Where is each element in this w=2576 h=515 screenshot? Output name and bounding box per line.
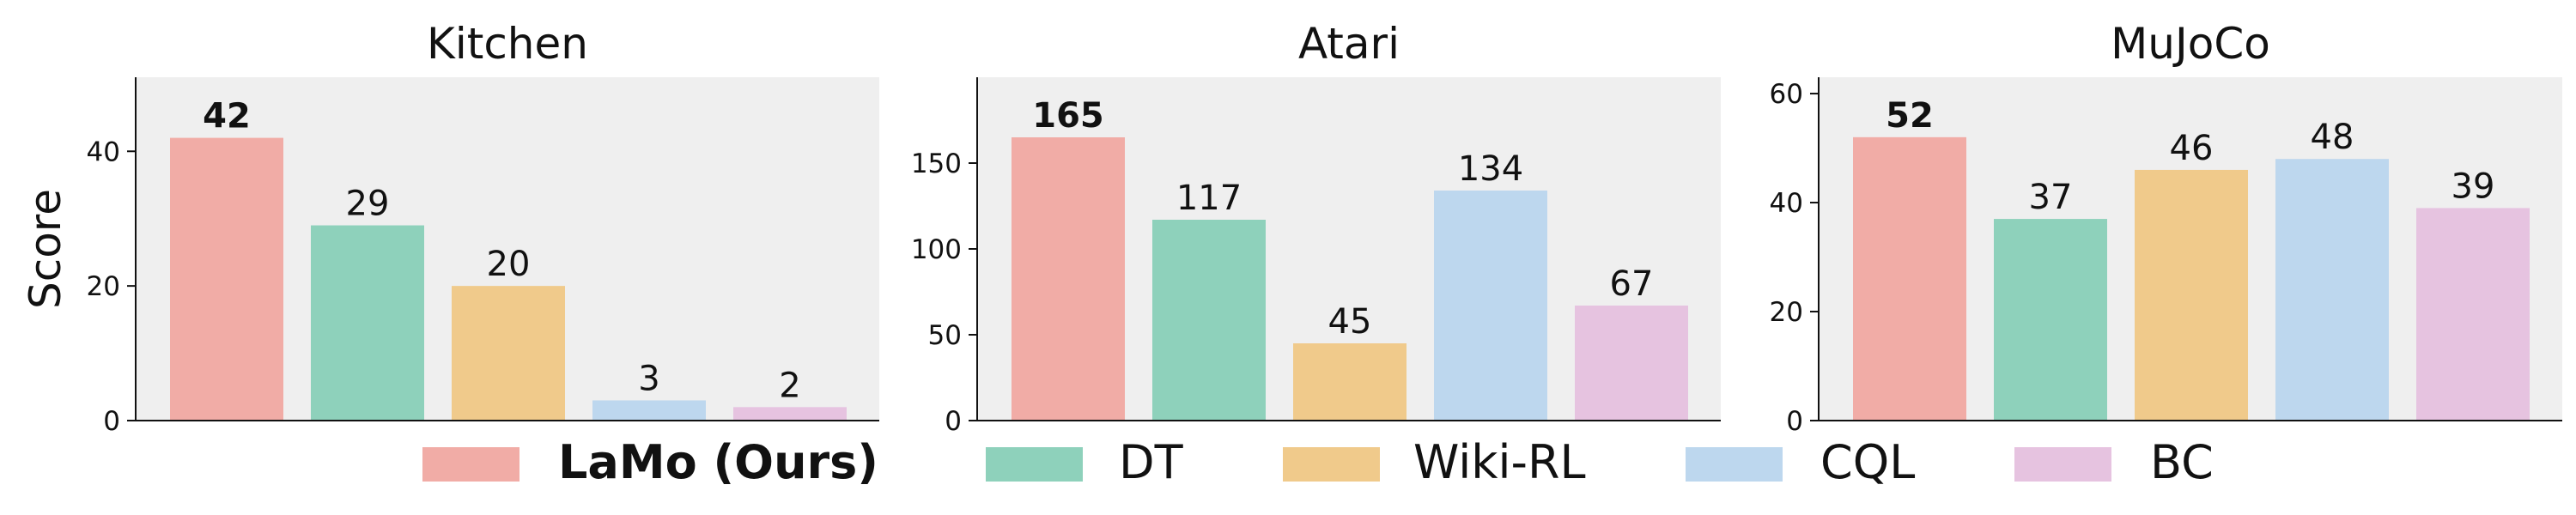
legend-swatch-0: [422, 447, 519, 482]
bar-1-3: [1434, 191, 1547, 421]
y-tick-label-1-0: 0: [945, 406, 962, 437]
data-label-1-4: 67: [1610, 264, 1654, 304]
bar-0-4: [733, 407, 847, 421]
y-tick-label-2-0: 0: [1786, 406, 1803, 437]
y-tick-label-1-2: 100: [911, 234, 962, 265]
bar-1-2: [1293, 343, 1406, 421]
data-label-2-0: 52: [1886, 96, 1934, 136]
y-tick-label-0-1: 20: [87, 271, 120, 302]
bar-1-0: [1012, 137, 1125, 421]
bar-2-0: [1853, 136, 1966, 421]
bar-0-1: [311, 225, 424, 421]
data-label-0-3: 3: [638, 359, 659, 398]
legend-swatch-2: [1283, 447, 1380, 482]
bar-1-4: [1575, 306, 1688, 421]
chart-title-2: MuJoCo: [2111, 19, 2270, 69]
bar-2-3: [2275, 159, 2389, 421]
data-label-1-0: 165: [1032, 96, 1104, 136]
data-label-0-1: 29: [346, 185, 390, 224]
legend-label-4: BC: [2150, 435, 2214, 489]
data-label-0-0: 42: [203, 97, 251, 136]
y-tick-label-0-2: 40: [87, 136, 120, 167]
chart-title-0: Kitchen: [427, 19, 588, 69]
data-label-1-1: 117: [1176, 179, 1242, 218]
bar-2-2: [2135, 169, 2248, 421]
y-tick-label-2-2: 40: [1770, 188, 1803, 219]
y-axis-label: Score: [21, 189, 70, 309]
legend-label-2: Wiki-RL: [1413, 435, 1586, 489]
data-label-2-1: 37: [2029, 178, 2073, 217]
data-label-0-2: 20: [487, 245, 531, 284]
data-label-1-2: 45: [1328, 302, 1372, 342]
data-label-0-4: 2: [779, 366, 800, 405]
bar-2-4: [2416, 208, 2530, 421]
data-label-2-3: 48: [2311, 118, 2354, 157]
bar-0-0: [170, 137, 283, 421]
y-tick-label-2-1: 20: [1770, 297, 1803, 328]
y-tick-label-2-3: 60: [1770, 79, 1803, 110]
legend-label-0: LaMo (Ours): [558, 435, 878, 489]
bar-0-3: [592, 400, 706, 421]
bar-2-1: [1994, 219, 2107, 421]
legend-swatch-4: [2014, 447, 2111, 482]
bar-0-2: [452, 286, 565, 421]
bar-1-1: [1152, 220, 1266, 421]
legend-label-1: DT: [1119, 435, 1184, 489]
data-label-1-3: 134: [1458, 149, 1523, 189]
y-tick-label-1-1: 50: [928, 320, 962, 351]
chart-title-1: Atari: [1298, 19, 1400, 69]
y-tick-label-0-0: 0: [103, 406, 120, 437]
y-tick-label-1-3: 150: [911, 148, 962, 179]
data-label-2-2: 46: [2170, 129, 2214, 168]
legend-swatch-3: [1686, 447, 1783, 482]
legend-label-3: CQL: [1820, 435, 1915, 489]
legend-swatch-1: [986, 447, 1083, 482]
data-label-2-4: 39: [2451, 167, 2495, 206]
